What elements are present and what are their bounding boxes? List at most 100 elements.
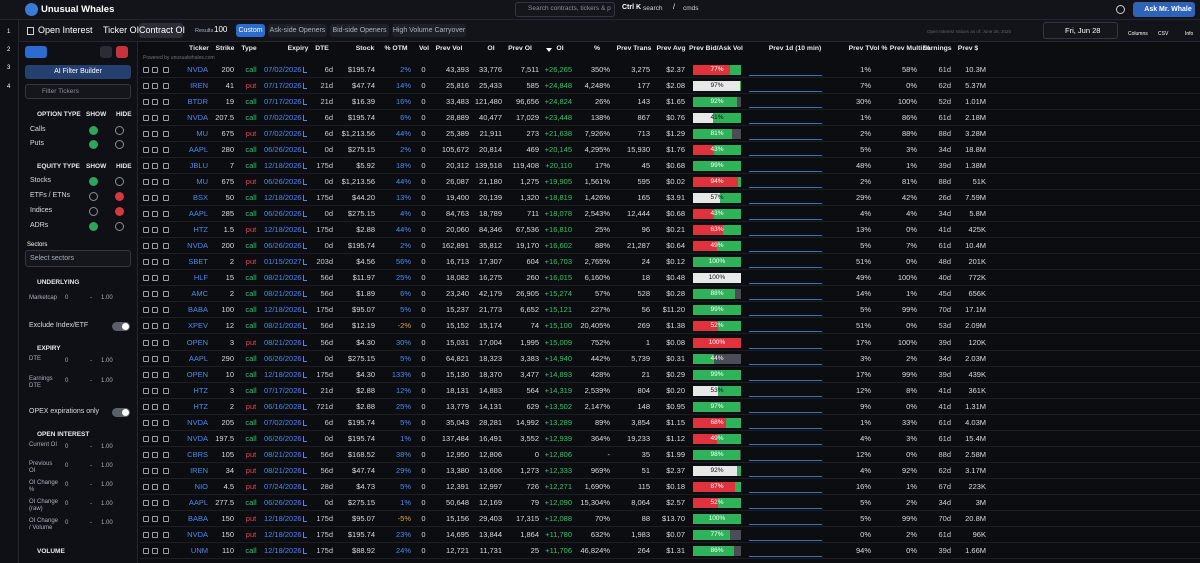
- column-header[interactable]: OI: [556, 45, 564, 52]
- check-off[interactable]: [89, 207, 98, 216]
- row-icon[interactable]: [152, 131, 158, 138]
- filter-input[interactable]: [25, 84, 131, 99]
- row-icon[interactable]: [152, 211, 158, 218]
- row-icon[interactable]: [143, 531, 149, 538]
- row-icon[interactable]: [143, 83, 149, 90]
- preset[interactable]: High Volume Carryover: [392, 24, 466, 37]
- column-header[interactable]: Prev Vol: [435, 45, 463, 52]
- range-max[interactable]: 1.00: [101, 482, 113, 488]
- check-off[interactable]: [115, 140, 124, 149]
- row-icon[interactable]: [152, 515, 158, 522]
- column-header[interactable]: DTE: [315, 45, 329, 52]
- table-row[interactable]: IREN 41 put 07/17/2026 21d $47.74 14% 0 25,816 25…: [140, 78, 1200, 95]
- rail-number[interactable]: 2: [7, 47, 11, 53]
- table-row[interactable]: AAPL 280 call 06/26/2026 0d $275.15 2% 0 105,672…: [140, 142, 1200, 159]
- tool[interactable]: Info: [1185, 31, 1194, 37]
- preset-active[interactable]: Custom: [236, 24, 265, 37]
- table-row[interactable]: NIO 4.5 put 07/24/2026 28d $4.73 5% 0 12,391 12,9…: [140, 479, 1200, 495]
- reset-button[interactable]: [116, 46, 128, 58]
- row-icon[interactable]: [163, 243, 169, 250]
- row-icon[interactable]: [152, 83, 158, 90]
- column-header[interactable]: %: [593, 45, 601, 52]
- row-icon[interactable]: [152, 547, 158, 554]
- check-hide[interactable]: [115, 207, 124, 216]
- row-icon[interactable]: [152, 531, 158, 538]
- row-icon[interactable]: [152, 147, 158, 154]
- toggle[interactable]: [112, 322, 130, 331]
- check-on[interactable]: [89, 140, 98, 149]
- row-icon[interactable]: [163, 531, 169, 538]
- row-icon[interactable]: [163, 227, 169, 234]
- row-icon[interactable]: [152, 435, 158, 442]
- ask-button[interactable]: Ask Mr. Whale: [1133, 2, 1195, 17]
- table-row[interactable]: CBRS 105 put 08/21/2026 56d $168.52 38% 0 12,950…: [140, 447, 1200, 463]
- range-max[interactable]: 1.00: [101, 295, 113, 301]
- row-icon[interactable]: [163, 419, 169, 426]
- row-icon[interactable]: [143, 419, 149, 426]
- table-row[interactable]: HTZ 2 put 06/16/2028 721d $2.88 25% 0 13,779 14,1…: [140, 399, 1200, 415]
- table-row[interactable]: BTDR 19 call 07/17/2026 21d $16.39 16% 0 33,483 1…: [140, 94, 1200, 111]
- column-header[interactable]: Prev Trans: [616, 45, 652, 52]
- range-min[interactable]: 0: [65, 358, 69, 364]
- table-row[interactable]: NVDA 200 call 06/26/2026 0d $195.74 2% 0 162,891…: [140, 238, 1200, 255]
- table-row[interactable]: BABA 100 call 12/18/2026 175d $95.07 5% 0 15,237…: [140, 302, 1200, 319]
- save-button[interactable]: [100, 46, 112, 58]
- range-min[interactable]: 0: [65, 463, 69, 469]
- row-icon[interactable]: [163, 387, 169, 394]
- row-icon[interactable]: [163, 323, 169, 330]
- column-header[interactable]: Earnings: [922, 45, 952, 52]
- table-row[interactable]: SBET 2 put 01/15/2027 203d $4.56 56% 0 16,713 17,…: [140, 254, 1200, 271]
- row-icon[interactable]: [163, 275, 169, 282]
- row-icon[interactable]: [143, 307, 149, 314]
- row-icon[interactable]: [163, 403, 169, 410]
- toggle[interactable]: [112, 408, 130, 417]
- row-icon[interactable]: [143, 99, 149, 106]
- rail-number[interactable]: 4: [7, 84, 11, 90]
- row-icon[interactable]: [163, 371, 169, 378]
- range-max[interactable]: 1.00: [101, 501, 113, 507]
- row-icon[interactable]: [163, 339, 169, 346]
- row-icon[interactable]: [163, 163, 169, 170]
- column-header[interactable]: Strike: [215, 45, 235, 52]
- column-header[interactable]: Prev Avg: [656, 45, 686, 52]
- row-icon[interactable]: [143, 147, 149, 154]
- row-icon[interactable]: [143, 291, 149, 298]
- row-icon[interactable]: [152, 355, 158, 362]
- check-on[interactable]: [89, 177, 98, 186]
- table-row[interactable]: NVDA 207.5 call 07/02/2026 6d $195.74 6% 0 28,88…: [140, 110, 1200, 127]
- range-min[interactable]: 0: [65, 501, 69, 507]
- tab[interactable]: Ticker OI: [103, 25, 140, 35]
- table-row[interactable]: HLF 15 call 08/21/2026 56d $11.97 25% 0 18,082 16…: [140, 270, 1200, 287]
- row-icon[interactable]: [143, 131, 149, 138]
- row-icon[interactable]: [143, 435, 149, 442]
- table-row[interactable]: AAPL 290 call 06/26/2026 0d $275.15 5% 0 64,821 1…: [140, 351, 1200, 367]
- row-icon[interactable]: [152, 307, 158, 314]
- table-row[interactable]: OPEN 3 put 08/21/2026 56d $4.30 30% 0 15,031 17,0…: [140, 335, 1200, 351]
- row-icon[interactable]: [163, 483, 169, 490]
- row-icon[interactable]: [143, 403, 149, 410]
- table-row[interactable]: BSX 50 call 12/18/2026 175d $44.20 13% 0 19,400 2…: [140, 190, 1200, 207]
- tab-active[interactable]: Contract OI: [139, 23, 185, 38]
- table-row[interactable]: UNM 110 call 12/18/2026 175d $88.92 24% 0 12,721…: [140, 543, 1200, 559]
- row-icon[interactable]: [152, 483, 158, 490]
- row-icon[interactable]: [152, 467, 158, 474]
- table-row[interactable]: NVDA 197.5 call 06/26/2026 0d $195.74 1% 0 137,4…: [140, 431, 1200, 447]
- row-icon[interactable]: [152, 243, 158, 250]
- rail-number[interactable]: 3: [7, 65, 11, 71]
- table-row[interactable]: AAPL 285 call 06/26/2026 0d $275.15 4% 0 84,763 1…: [140, 206, 1200, 223]
- range-max[interactable]: 1.00: [101, 358, 113, 364]
- row-icon[interactable]: [143, 371, 149, 378]
- row-icon[interactable]: [163, 147, 169, 154]
- row-icon[interactable]: [143, 355, 149, 362]
- range-min[interactable]: 0: [65, 295, 69, 301]
- table-row[interactable]: NVDA 205 call 07/02/2026 6d $195.74 5% 0 35,043 2…: [140, 415, 1200, 431]
- check-on[interactable]: [89, 126, 98, 135]
- range-max[interactable]: 1.00: [101, 444, 113, 450]
- table-row[interactable]: MU 675 put 07/02/2026 6d $1,213.56 44% 0 25,389 2…: [140, 126, 1200, 143]
- column-header[interactable]: Prev $: [957, 45, 979, 52]
- table-row[interactable]: IREN 34 put 08/21/2026 56d $47.74 29% 0 13,380 13…: [140, 463, 1200, 479]
- row-icon[interactable]: [163, 307, 169, 314]
- column-header[interactable]: % OTM: [384, 45, 408, 52]
- table-row[interactable]: BABA 150 put 12/18/2026 175d $95.07 -5% 0 15,156…: [140, 511, 1200, 527]
- table-row[interactable]: XPEV 12 call 08/21/2026 56d $12.19 -2% 0 15,152 1…: [140, 318, 1200, 335]
